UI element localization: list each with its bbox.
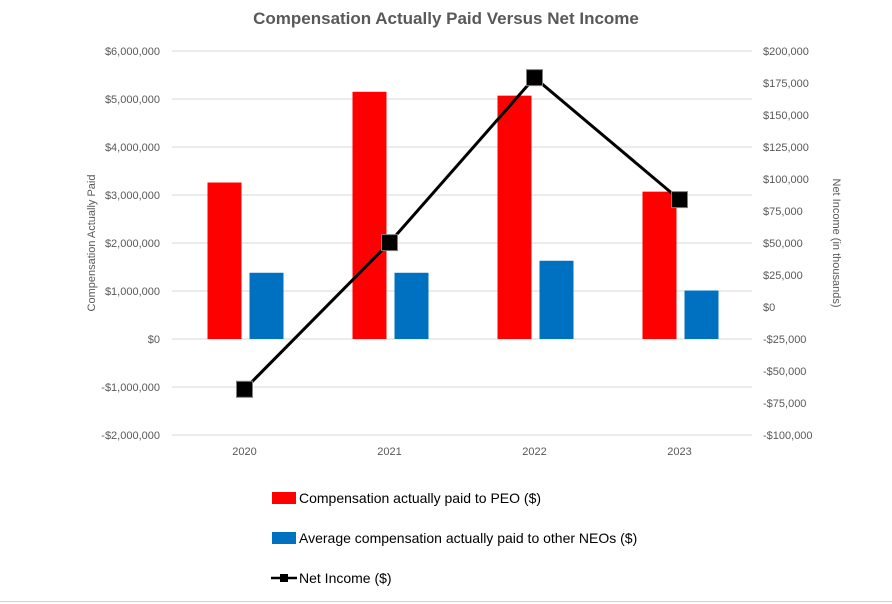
right-tick-label: $125,000	[763, 142, 809, 154]
bar-peo-2020	[207, 182, 242, 339]
left-tick-label: -$1,000,000	[101, 382, 160, 394]
bottom-border	[0, 601, 892, 602]
right-tick-label: $0	[763, 302, 775, 314]
bar-peo-2022	[497, 95, 532, 339]
left-tick-label: $2,000,000	[105, 238, 160, 250]
legend-label-peo: Compensation actually paid to PEO ($)	[299, 490, 541, 506]
bar-neo-2020	[249, 272, 284, 339]
left-axis-label: Compensation Actually Paid	[86, 175, 98, 312]
legend-swatch-peo	[272, 492, 296, 504]
left-axis-ticks: -$2,000,000 -$1,000,000 $0 $1,000,000 $2,000…	[101, 46, 160, 442]
x-tick-label: 2021	[377, 446, 401, 458]
left-tick-label: $6,000,000	[105, 46, 160, 58]
bars	[207, 91, 719, 339]
right-tick-label: -$75,000	[763, 398, 806, 410]
right-tick-label: $200,000	[763, 46, 809, 58]
chart-title: Compensation Actually Paid Versus Net In…	[253, 9, 639, 28]
bar-neo-2021	[394, 272, 429, 339]
left-tick-label: $1,000,000	[105, 286, 160, 298]
left-tick-label: -$2,000,000	[101, 430, 160, 442]
left-tick-label: $5,000,000	[105, 94, 160, 106]
legend-swatch-neo	[272, 532, 296, 544]
bar-peo-2021	[352, 91, 387, 339]
legend-label-neo: Average compensation actually paid to ot…	[299, 530, 637, 546]
right-tick-label: $50,000	[763, 238, 803, 250]
right-tick-label: $75,000	[763, 206, 803, 218]
right-tick-label: -$100,000	[763, 430, 813, 442]
right-tick-label: -$50,000	[763, 366, 806, 378]
right-tick-label: -$25,000	[763, 334, 806, 346]
x-tick-label: 2022	[522, 446, 546, 458]
right-tick-label: $100,000	[763, 174, 809, 186]
legend-label-net-income: Net Income ($)	[299, 570, 392, 586]
net-income-marker-2021	[381, 234, 398, 252]
net-income-marker-2022	[526, 69, 543, 87]
legend-marker-net-income	[280, 574, 288, 582]
bar-neo-2023	[684, 290, 719, 339]
left-tick-label: $4,000,000	[105, 142, 160, 154]
right-tick-label: $25,000	[763, 270, 803, 282]
bar-neo-2022	[539, 260, 574, 339]
net-income-polyline	[243, 75, 681, 391]
net-income-line	[236, 69, 688, 398]
net-income-marker-2020	[236, 380, 253, 398]
x-tick-label: 2020	[232, 446, 256, 458]
bar-peo-2023	[642, 191, 677, 339]
left-tick-label: $0	[148, 334, 160, 346]
left-tick-label: $3,000,000	[105, 190, 160, 202]
right-tick-label: $175,000	[763, 78, 809, 90]
x-tick-label: 2023	[667, 446, 691, 458]
legend: Compensation actually paid to PEO ($) Av…	[271, 490, 637, 586]
x-axis-ticks: 2020 2021 2022 2023	[232, 446, 691, 458]
right-axis-ticks: -$100,000 -$75,000 -$50,000 -$25,000 $0 $25,0…	[763, 46, 813, 442]
net-income-marker-2023	[671, 191, 688, 209]
right-axis-label: Net Income (in thousands)	[830, 178, 842, 307]
right-tick-label: $150,000	[763, 110, 809, 122]
